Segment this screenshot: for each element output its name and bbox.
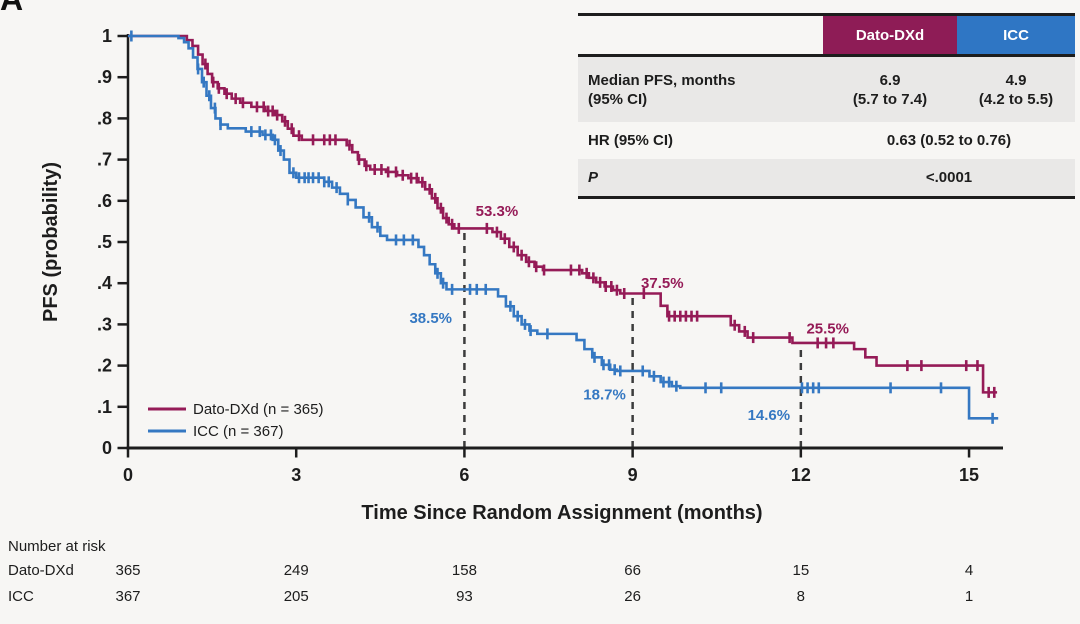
risk-value: 365 (115, 562, 141, 579)
hr-value: 0.63 (0.52 to 0.76) (886, 132, 1012, 149)
x-tick-label: 0 (123, 465, 133, 485)
risk-row-dato-dxd: Dato-DXd 365 249 158 66 15 4 (0, 562, 1080, 580)
risk-value: 249 (283, 562, 309, 579)
y-tick-label: .5 (97, 232, 112, 252)
panel-label: A (0, 0, 23, 15)
risk-value: 367 (115, 588, 141, 605)
table-header-row: Dato-DXd ICC (578, 16, 1075, 54)
pct-annotation-icc: 38.5% (409, 310, 452, 327)
legend-label-icc: ICC (n = 367) (193, 423, 283, 440)
risk-value: 1 (964, 588, 974, 605)
y-tick-label: .8 (97, 108, 112, 128)
pct-annotation-icc: 14.6% (748, 407, 791, 424)
y-axis-title: PFS (probability) (40, 162, 62, 322)
km-chart-svg: 1 .9 .8 .7 .6 .5 .4 .3 .2 .1 00 3 6 9 12 15 Time Since R… (40, 26, 1003, 524)
hr-label: HR (95% CI) (588, 132, 674, 149)
x-tick-label: 12 (791, 465, 811, 485)
summary-table: Dato-DXd ICC Median PFS, months (95% CI)… (578, 13, 1075, 199)
x-tick-label: 15 (959, 465, 979, 485)
median-pfs-label: Median PFS, months (95% CI) (588, 71, 736, 108)
y-tick-label: 0 (102, 438, 112, 458)
pct-annotation-dato: 53.3% (476, 203, 519, 220)
risk-value: 93 (456, 588, 473, 605)
risk-value: 15 (792, 562, 810, 579)
table-row-p-value: P <.0001 (578, 159, 1075, 196)
p-value: <.0001 (925, 169, 973, 186)
x-axis-title: Time Since Random Assignment (months) (361, 502, 762, 524)
risk-row-label: Dato-DXd (8, 562, 74, 579)
risk-row-icc: ICC 367 205 93 26 8 1 (0, 588, 1080, 606)
risk-value: 8 (796, 588, 805, 605)
table-top-border (578, 13, 1075, 16)
table-row-median-pfs: Median PFS, months (95% CI) 6.9 (5.7 to … (578, 57, 1075, 122)
y-tick-label: 1 (102, 26, 112, 46)
legend-label-dato: Dato-DXd (n = 365) (193, 401, 323, 418)
table-header-border (578, 54, 1075, 57)
risk-value: 26 (624, 588, 641, 605)
median-pfs-icc-value: 4.9 (4.2 to 5.5) (978, 71, 1054, 108)
risk-value: 205 (283, 588, 309, 605)
y-tick-label: .1 (97, 397, 112, 417)
x-tick-label: 3 (291, 465, 301, 485)
pct-annotation-dato: 25.5% (806, 321, 849, 338)
x-tick-label: 6 (459, 465, 469, 485)
risk-table-title: Number at risk (8, 538, 106, 555)
risk-row-label: ICC (8, 588, 34, 605)
y-tick-label: .4 (97, 273, 112, 293)
risk-value: 158 (451, 562, 477, 579)
table-bottom-border (578, 196, 1075, 199)
y-tick-label: .2 (97, 356, 112, 376)
table-header-icc: ICC (957, 16, 1075, 54)
table-header-dato-dxd: Dato-DXd (823, 16, 957, 54)
risk-value: 4 (964, 562, 974, 579)
y-tick-label: .9 (97, 67, 112, 87)
y-tick-label: .3 (97, 314, 112, 334)
pct-annotation-dato: 37.5% (641, 275, 684, 292)
y-tick-label: .6 (97, 191, 112, 211)
risk-value: 66 (624, 562, 641, 579)
pct-annotation-icc: 18.7% (583, 386, 626, 403)
table-header-spacer (578, 16, 823, 54)
y-tick-label: .7 (97, 150, 112, 170)
median-pfs-dato-value: 6.9 (5.7 to 7.4) (852, 71, 928, 108)
p-label: P (588, 169, 599, 186)
table-row-hazard-ratio: HR (95% CI) 0.63 (0.52 to 0.76) (578, 122, 1075, 159)
x-tick-label: 9 (628, 465, 638, 485)
